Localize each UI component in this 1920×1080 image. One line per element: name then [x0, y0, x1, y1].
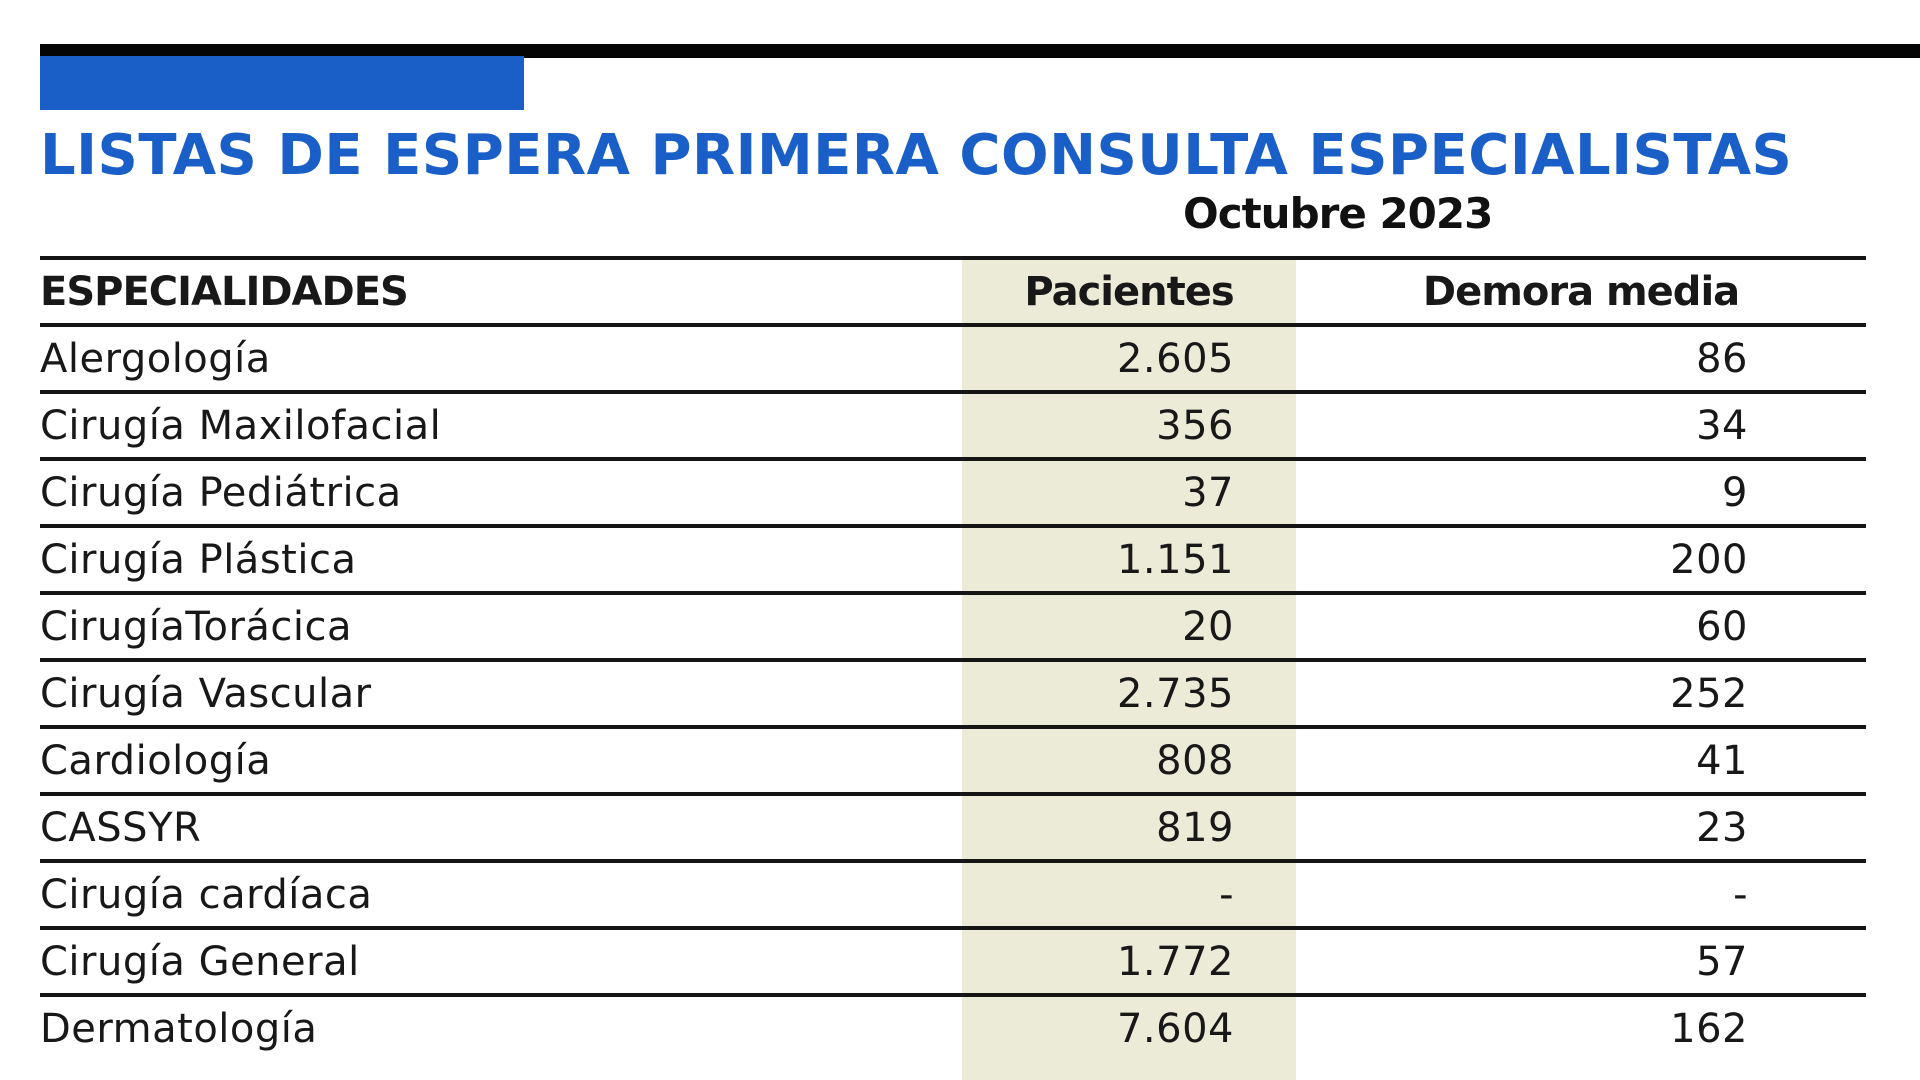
table-row: CASSYR 819 23 [40, 792, 1866, 861]
cell-demora: 60 [1296, 591, 1866, 660]
cell-pacientes: 819 [962, 792, 1296, 861]
cell-pacientes: 808 [962, 725, 1296, 794]
cell-pacientes: 7.604 [962, 993, 1296, 1060]
cell-demora: 9 [1296, 457, 1866, 526]
cell-pacientes: 20 [962, 591, 1296, 660]
cell-especialidad: Cardiología [40, 725, 962, 794]
table-row: CirugíaTorácica 20 60 [40, 591, 1866, 660]
cell-pacientes: 356 [962, 390, 1296, 459]
table-row: Cirugía General 1.772 57 [40, 926, 1866, 995]
cell-demora: 57 [1296, 926, 1866, 995]
cell-demora: 41 [1296, 725, 1866, 794]
cell-especialidad: Cirugía Plástica [40, 524, 962, 593]
cell-pacientes: 2.735 [962, 658, 1296, 727]
cell-demora: 23 [1296, 792, 1866, 861]
cell-demora: - [1296, 859, 1866, 928]
cell-especialidad: Cirugía cardíaca [40, 859, 962, 928]
cell-pacientes: 1.772 [962, 926, 1296, 995]
header-row: ESPECIALIDADES Pacientes Demora media [40, 256, 1866, 325]
header-demora-media: Demora media [1296, 256, 1866, 325]
table-body: Alergología 2.605 86 Cirugía Maxilofacial 35… [40, 323, 1866, 1060]
top-rule [40, 44, 1920, 58]
header-especialidades: ESPECIALIDADES [40, 256, 962, 325]
figure-title: LISTAS DE ESPERA PRIMERA CONSULTA ESPECI… [40, 123, 1793, 188]
header-pacientes: Pacientes [962, 256, 1296, 325]
cell-demora: 34 [1296, 390, 1866, 459]
cell-especialidad: Cirugía Vascular [40, 658, 962, 727]
cell-demora: 200 [1296, 524, 1866, 593]
table-row: Cirugía Pediátrica 37 9 [40, 457, 1866, 526]
cell-especialidad: Cirugía Pediátrica [40, 457, 962, 526]
cell-demora: 86 [1296, 323, 1866, 392]
table-row: Cirugía cardíaca - - [40, 859, 1866, 928]
cell-pacientes: 37 [962, 457, 1296, 526]
cell-especialidad: Cirugía Maxilofacial [40, 390, 962, 459]
waiting-list-table: ESPECIALIDADES Pacientes Demora media Al… [40, 256, 1866, 1060]
cell-pacientes: 2.605 [962, 323, 1296, 392]
cell-demora: 252 [1296, 658, 1866, 727]
cell-demora: 162 [1296, 993, 1866, 1060]
cell-especialidad: Alergología [40, 323, 962, 392]
table-row: Cardiología 808 41 [40, 725, 1866, 794]
cell-especialidad: CirugíaTorácica [40, 591, 962, 660]
table-row: Cirugía Plástica 1.151 200 [40, 524, 1866, 593]
table-row: Cirugía Maxilofacial 356 34 [40, 390, 1866, 459]
cell-especialidad: Cirugía General [40, 926, 962, 995]
table-row: Dermatología 7.604 162 [40, 993, 1866, 1060]
cell-especialidad: CASSYR [40, 792, 962, 861]
table-row: Alergología 2.605 86 [40, 323, 1866, 392]
accent-block [40, 56, 524, 110]
cell-especialidad: Dermatología [40, 993, 962, 1060]
period-label: Octubre 2023 [1183, 189, 1493, 238]
cell-pacientes: - [962, 859, 1296, 928]
cell-pacientes: 1.151 [962, 524, 1296, 593]
table-row: Cirugía Vascular 2.735 252 [40, 658, 1866, 727]
